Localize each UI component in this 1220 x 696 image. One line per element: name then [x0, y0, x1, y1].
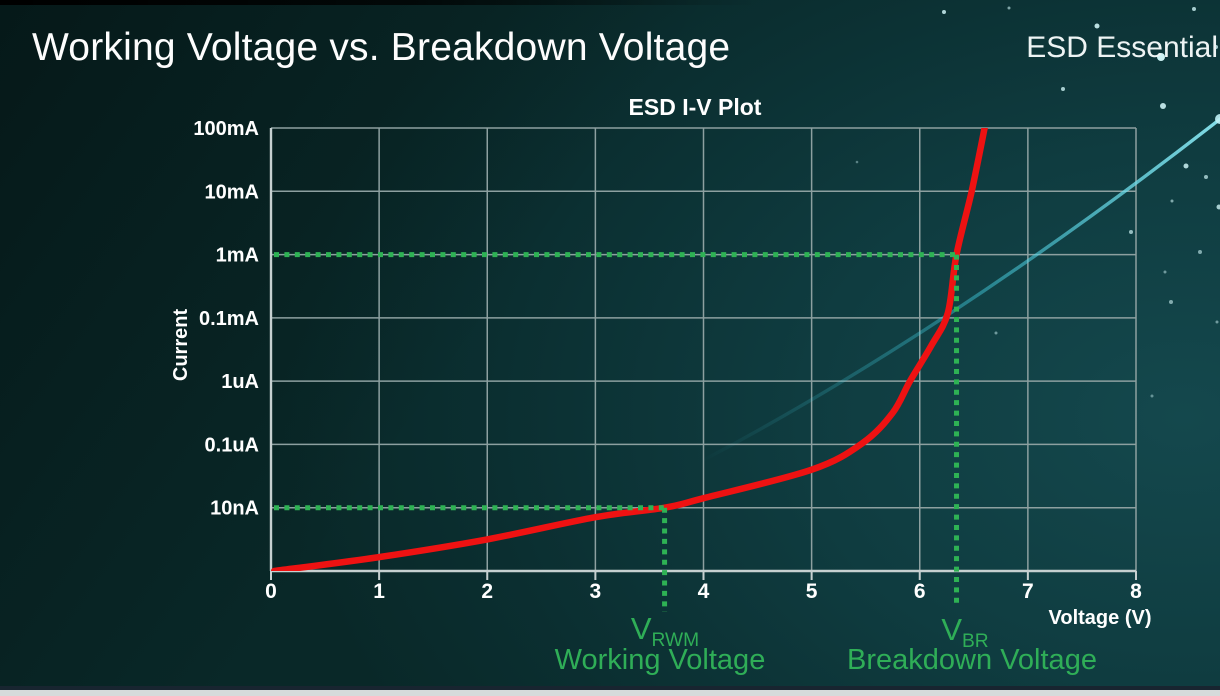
x-tick-label: 5 [806, 580, 818, 603]
x-tick-label: 4 [698, 580, 710, 603]
y-tick-label: 0.1uA [205, 434, 259, 456]
x-tick-label: 1 [373, 580, 385, 603]
particle-dot [1215, 320, 1219, 324]
vbr-symbol: V [941, 612, 962, 647]
particle-dot [1183, 163, 1189, 169]
x-tick-label: 8 [1130, 580, 1142, 603]
grid-lines [270, 127, 1137, 572]
particle-dot [1204, 175, 1208, 179]
vrwm-symbol: V [630, 611, 652, 646]
axis-lines [269, 128, 1137, 580]
y-tick-label: 1uA [221, 371, 259, 393]
y-tick-label: 10nA [210, 498, 259, 520]
y-axis-label: Current [170, 308, 192, 382]
particle-dot [1216, 204, 1220, 210]
particle-dot [855, 160, 859, 164]
particle-dot [1061, 87, 1065, 91]
x-tick-label: 2 [481, 580, 493, 603]
bottom-edge-line [0, 686, 1220, 690]
bottom-edge-strip [0, 690, 1220, 696]
y-tick-label: 10mA [205, 181, 259, 203]
vbr-subscript: BR [962, 631, 989, 653]
light-beam-glow [1215, 114, 1220, 124]
x-tick-label: 3 [590, 580, 602, 603]
y-tick-label: 100mA [193, 118, 259, 140]
particle-dot [1170, 199, 1174, 203]
vrwm-subscript: RWM [651, 630, 700, 652]
particle-dot [1094, 23, 1100, 29]
x-axis-tick-labels: 0 1 2 3 4 5 6 7 8 [265, 580, 1142, 603]
particle-dot [1160, 103, 1166, 109]
y-tick-label: 0.1mA [199, 308, 259, 330]
x-axis-label: Voltage (V) [1048, 607, 1152, 629]
particle-dot [1214, 45, 1218, 49]
guide-dotted-lines [274, 252, 960, 612]
particle-dot [942, 10, 946, 14]
x-tick-label: 6 [914, 580, 926, 603]
breakdown-voltage-caption: Breakdown Voltage [847, 644, 1097, 676]
working-voltage-caption: Working Voltage [554, 644, 766, 676]
vbr-annotation: VBR [885, 612, 1045, 653]
x-tick-label: 0 [265, 580, 277, 603]
particle-dot [994, 331, 998, 335]
particle-dot [1163, 270, 1167, 274]
particle-dot [1157, 53, 1165, 61]
top-edge-shadow [0, 0, 757, 5]
x-tick-label: 7 [1022, 580, 1034, 603]
brand-label: ESD Essential [1026, 31, 1218, 64]
iv-curve [271, 128, 988, 571]
vrwm-annotation: VRWM [585, 611, 745, 652]
particle-dot [1129, 230, 1133, 234]
particle-dot [1007, 6, 1011, 10]
particle-dot [1150, 394, 1154, 398]
page-title: Working Voltage vs. Breakdown Voltage [32, 26, 731, 69]
chart-title: ESD I-V Plot [628, 94, 762, 120]
particle-dot [1169, 300, 1173, 304]
light-beam [699, 116, 1220, 464]
particle-dot [1192, 7, 1196, 11]
y-axis-tick-labels: 100mA 10mA 1mA 0.1mA 1uA 0.1uA 10nA [193, 118, 259, 520]
y-tick-label: 1mA [216, 245, 259, 267]
particle-dot [1198, 250, 1202, 254]
